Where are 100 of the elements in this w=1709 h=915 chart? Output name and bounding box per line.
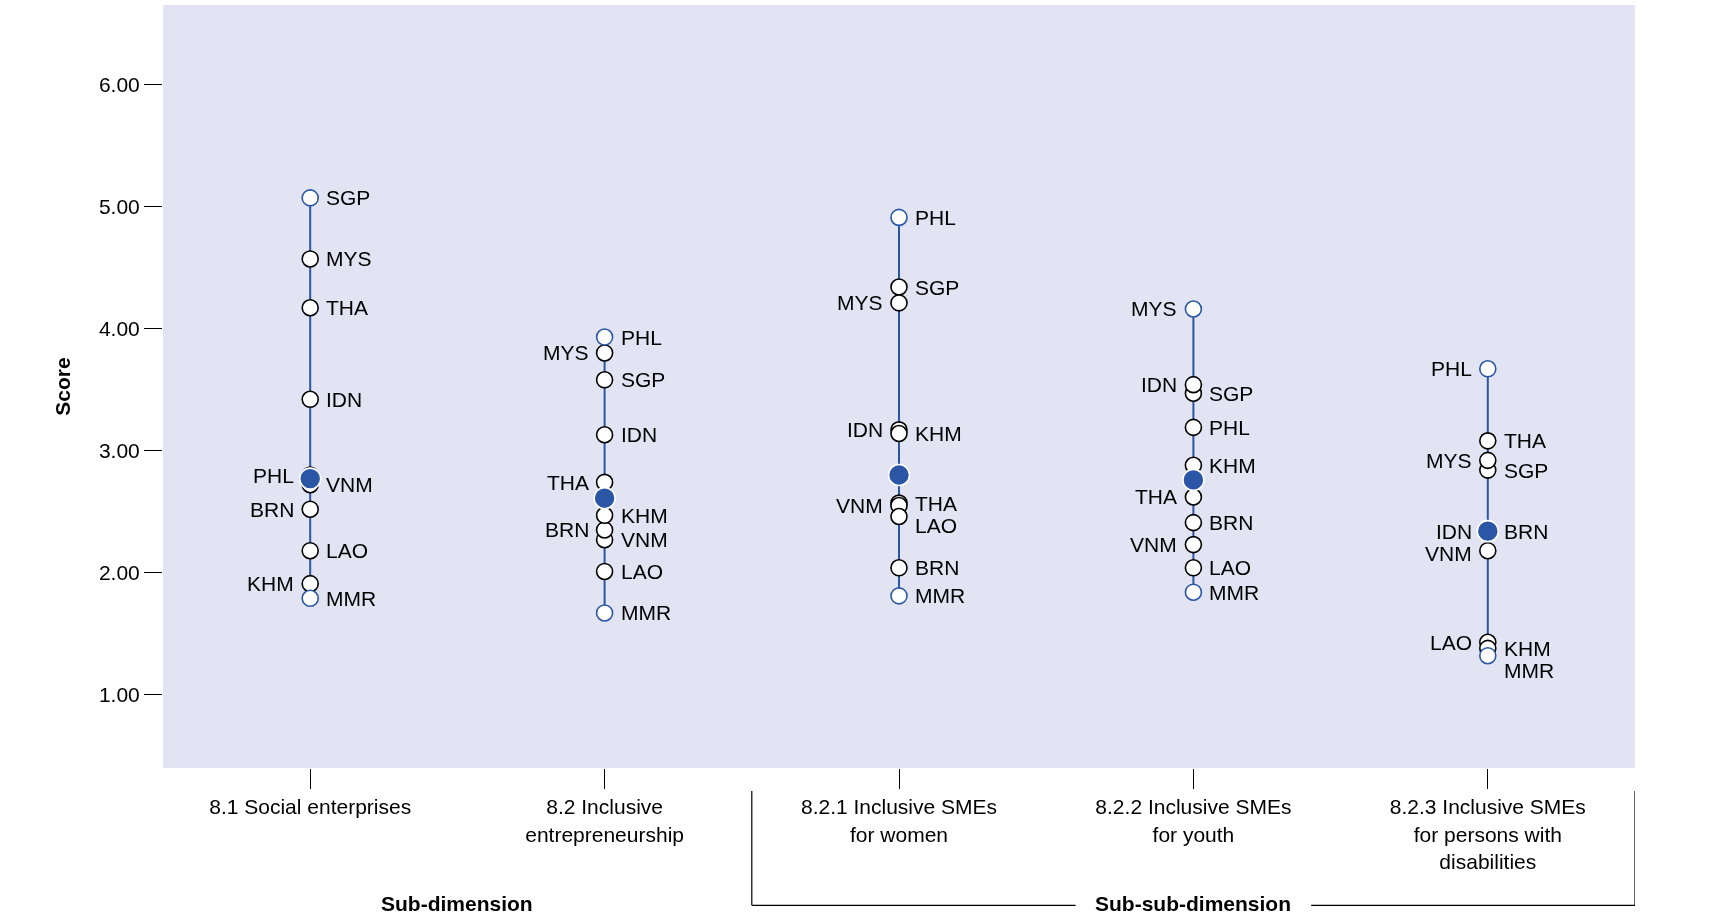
point <box>301 589 319 608</box>
point <box>1184 535 1203 554</box>
text: Sub-dimension <box>381 892 533 915</box>
text: THA <box>326 296 368 319</box>
point <box>593 486 616 510</box>
point <box>890 278 908 296</box>
y-tick-label: 6.00 <box>98 72 140 96</box>
point <box>890 294 908 312</box>
point <box>1184 300 1203 318</box>
point <box>301 298 319 317</box>
text: LAO <box>621 560 664 583</box>
text: KHM <box>247 572 294 595</box>
text: LAO <box>326 539 369 562</box>
text: IDN <box>1436 520 1473 543</box>
point <box>595 521 614 539</box>
text: VNM <box>1425 542 1472 565</box>
point <box>301 541 319 560</box>
point <box>301 250 319 268</box>
text: LAO <box>1430 631 1473 654</box>
point <box>1476 519 1500 543</box>
point <box>1479 646 1497 665</box>
text: SGP <box>1504 459 1549 482</box>
text: THA <box>1135 485 1177 508</box>
y-axis-title: Score <box>51 357 75 416</box>
text: PHL <box>621 326 662 349</box>
point <box>1479 360 1497 378</box>
series-label: THA <box>547 471 589 494</box>
point <box>301 189 319 207</box>
text: SGP <box>915 276 960 299</box>
point <box>595 328 614 346</box>
series-label: LAO <box>1209 556 1252 579</box>
point <box>1184 583 1203 601</box>
y-tick-label: 2.00 <box>98 561 140 585</box>
point <box>298 467 322 490</box>
point <box>595 506 614 525</box>
text: SGP <box>621 368 666 391</box>
text: MMR <box>326 587 377 610</box>
text: BRN <box>915 556 960 579</box>
text: VNM <box>836 494 883 517</box>
text: VNM <box>1130 533 1177 556</box>
text: THA <box>1504 429 1546 452</box>
text: MMR <box>915 584 966 607</box>
x-tick-label: 8.1 Social enterprises <box>209 795 412 819</box>
text: KHM <box>915 422 962 445</box>
point <box>301 500 319 518</box>
text: IDN <box>621 423 658 446</box>
point <box>890 424 908 443</box>
text: BRN <box>1504 520 1549 543</box>
text: SGP <box>326 186 371 209</box>
point <box>1184 488 1203 506</box>
text: LAO <box>915 514 958 537</box>
point <box>595 604 614 622</box>
point <box>595 562 614 581</box>
point <box>890 558 908 577</box>
series-label: KHM <box>1209 454 1256 477</box>
point <box>1479 432 1497 450</box>
x-tick-label: 8.2.2 Inclusive SMEs for youth <box>1095 795 1292 846</box>
point <box>301 390 319 409</box>
point <box>887 463 911 487</box>
text: PHL <box>915 206 956 229</box>
series-label: SGP <box>1209 382 1254 405</box>
y-tick-label: 3.00 <box>98 438 140 462</box>
x-tick-label: 8.2.1 Inclusive SMEs for women <box>800 795 998 846</box>
point <box>595 344 614 362</box>
point <box>595 370 614 389</box>
text: PHL <box>253 464 294 487</box>
text: PHL <box>1431 357 1472 380</box>
point <box>1479 541 1497 560</box>
y-tick-label: 4.00 <box>98 316 140 340</box>
x-tick-label: 8.2 Inclusive entrepreneurship <box>525 795 684 846</box>
point <box>1184 513 1203 532</box>
text: MYS <box>543 341 589 364</box>
text: MYS <box>1131 297 1177 320</box>
y-tick-label: 5.00 <box>98 194 140 218</box>
text: MMR <box>621 601 672 624</box>
point <box>890 208 908 227</box>
point <box>1184 418 1203 437</box>
text: BRN <box>1209 511 1254 534</box>
series-label: PHL <box>1209 416 1250 439</box>
series-label: BRN <box>545 518 590 541</box>
text: MYS <box>837 291 883 314</box>
series-label: MYS <box>326 247 372 270</box>
text: MYS <box>1426 449 1472 472</box>
y-tick-label: 1.00 <box>98 683 140 707</box>
series-label: MMR <box>1209 581 1260 604</box>
text: THA <box>915 492 957 515</box>
point <box>1479 451 1497 470</box>
point <box>1184 375 1203 394</box>
text: IDN <box>1141 373 1178 396</box>
text: IDN <box>847 418 884 441</box>
series-label: VNM <box>326 473 373 496</box>
text: VNM <box>621 528 668 551</box>
point <box>595 425 614 444</box>
point <box>1182 468 1205 492</box>
text: KHM <box>1504 637 1551 660</box>
point <box>890 507 908 526</box>
point <box>890 587 908 605</box>
text: KHM <box>621 504 668 527</box>
text: Sub-sub-dimension <box>1095 892 1291 915</box>
point <box>1184 558 1203 577</box>
